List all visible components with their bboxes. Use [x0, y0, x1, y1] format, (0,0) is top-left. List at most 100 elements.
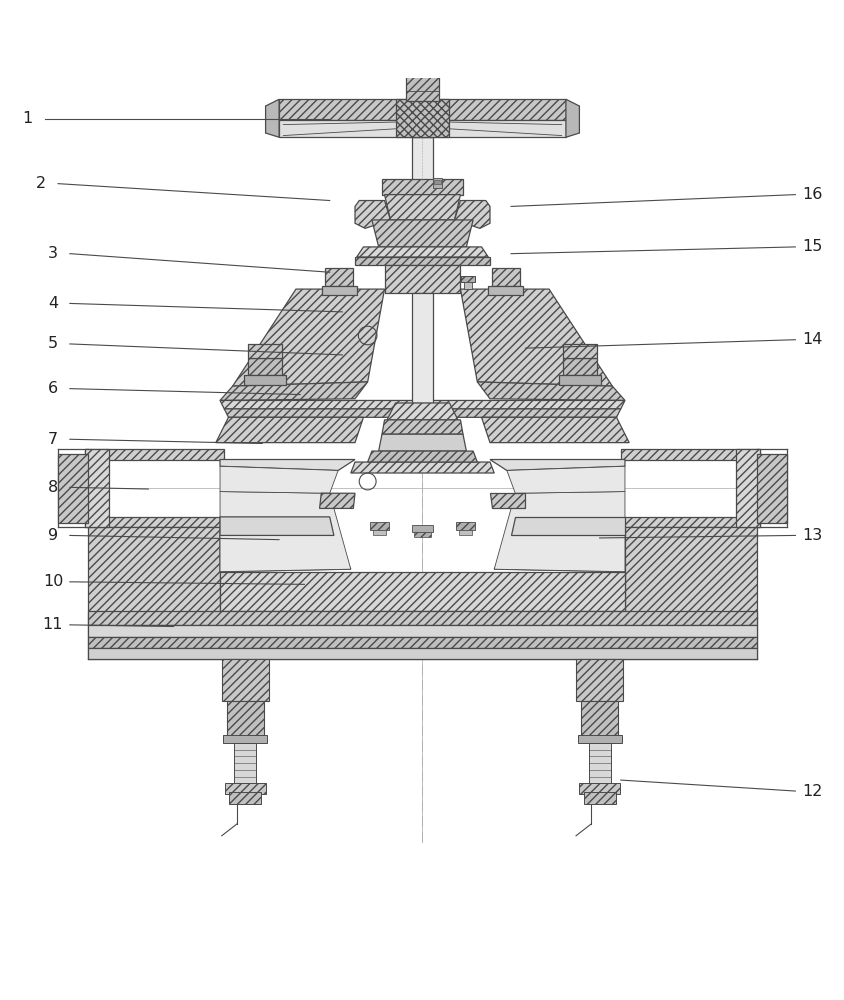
Bar: [581, 701, 618, 739]
Polygon shape: [563, 344, 597, 358]
Bar: [456, 522, 474, 530]
Polygon shape: [461, 276, 474, 282]
Polygon shape: [378, 434, 466, 451]
Polygon shape: [354, 201, 390, 228]
Polygon shape: [356, 247, 488, 257]
Bar: [411, 137, 433, 190]
Text: 5: 5: [48, 336, 58, 351]
Bar: [372, 530, 386, 535]
Polygon shape: [85, 449, 109, 527]
Polygon shape: [247, 358, 281, 375]
Polygon shape: [494, 535, 625, 572]
Bar: [221, 659, 268, 701]
Polygon shape: [620, 449, 759, 460]
Bar: [226, 701, 263, 739]
Polygon shape: [395, 99, 449, 137]
Text: 7: 7: [48, 432, 58, 447]
Polygon shape: [279, 120, 565, 137]
Polygon shape: [481, 417, 629, 443]
Text: 12: 12: [801, 784, 821, 799]
Polygon shape: [88, 527, 219, 618]
Text: 10: 10: [43, 574, 63, 589]
Polygon shape: [384, 265, 460, 293]
Bar: [434, 180, 441, 184]
Polygon shape: [224, 409, 620, 417]
Bar: [576, 659, 623, 701]
Polygon shape: [756, 454, 786, 523]
Polygon shape: [325, 268, 353, 286]
Polygon shape: [215, 417, 363, 443]
Polygon shape: [490, 460, 625, 470]
Polygon shape: [387, 403, 457, 420]
Text: 16: 16: [801, 187, 821, 202]
Polygon shape: [322, 286, 356, 295]
Polygon shape: [354, 257, 490, 265]
Polygon shape: [625, 527, 756, 618]
Text: 3: 3: [48, 246, 58, 261]
Bar: [433, 178, 441, 188]
Bar: [225, 783, 265, 794]
Text: 9: 9: [48, 528, 58, 543]
Bar: [229, 792, 261, 804]
Polygon shape: [490, 493, 525, 508]
Bar: [234, 743, 256, 783]
Polygon shape: [367, 451, 477, 462]
Text: 14: 14: [801, 332, 821, 347]
Text: 8: 8: [48, 480, 58, 495]
Bar: [579, 783, 619, 794]
Polygon shape: [319, 493, 354, 508]
Bar: [406, 76, 438, 101]
Polygon shape: [219, 492, 350, 572]
Polygon shape: [265, 99, 279, 137]
Bar: [412, 525, 432, 532]
Polygon shape: [454, 201, 490, 228]
Bar: [381, 179, 463, 195]
Bar: [577, 735, 621, 743]
Polygon shape: [488, 286, 522, 295]
Bar: [88, 637, 756, 648]
Polygon shape: [219, 460, 354, 470]
Polygon shape: [460, 289, 612, 386]
Polygon shape: [219, 382, 367, 400]
Polygon shape: [620, 517, 759, 527]
Text: 4: 4: [48, 296, 58, 311]
Polygon shape: [381, 420, 463, 434]
Polygon shape: [243, 375, 285, 385]
Polygon shape: [463, 282, 472, 289]
Text: 1: 1: [23, 111, 33, 126]
Polygon shape: [565, 99, 579, 137]
Polygon shape: [219, 400, 625, 409]
Bar: [414, 532, 430, 537]
Text: 11: 11: [43, 617, 63, 632]
Text: 2: 2: [36, 176, 46, 191]
Bar: [458, 530, 472, 535]
Bar: [223, 735, 267, 743]
Bar: [370, 522, 388, 530]
Polygon shape: [735, 449, 759, 527]
Text: 13: 13: [801, 528, 821, 543]
Polygon shape: [506, 466, 625, 493]
Bar: [588, 743, 610, 783]
Polygon shape: [384, 195, 460, 220]
Polygon shape: [85, 517, 224, 527]
Polygon shape: [219, 466, 338, 493]
Polygon shape: [350, 462, 494, 473]
Polygon shape: [559, 375, 601, 385]
Polygon shape: [85, 449, 224, 460]
Bar: [583, 792, 615, 804]
Bar: [88, 625, 756, 637]
Polygon shape: [247, 344, 281, 358]
Text: 15: 15: [801, 239, 821, 254]
Polygon shape: [219, 535, 350, 572]
Polygon shape: [232, 289, 384, 386]
Bar: [88, 648, 756, 659]
Polygon shape: [477, 382, 625, 400]
Bar: [411, 293, 433, 403]
Polygon shape: [491, 268, 519, 286]
Bar: [88, 611, 756, 625]
Text: 6: 6: [48, 381, 58, 396]
Polygon shape: [219, 572, 625, 611]
Polygon shape: [494, 492, 625, 572]
Polygon shape: [58, 454, 88, 523]
Polygon shape: [511, 517, 625, 535]
